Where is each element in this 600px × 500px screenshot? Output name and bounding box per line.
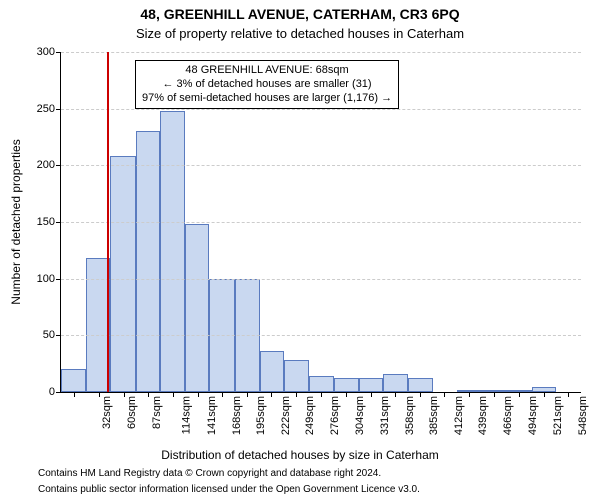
x-tick-mark: [271, 392, 272, 397]
x-tick-label: 87sqm: [151, 396, 163, 429]
x-tick-mark: [296, 392, 297, 397]
x-tick-label: 521sqm: [552, 396, 564, 435]
x-tick-label: 114sqm: [181, 396, 193, 434]
x-tick-mark: [494, 392, 495, 397]
x-tick-mark: [371, 392, 372, 397]
gridline: [61, 279, 581, 280]
x-tick-label: 412sqm: [453, 396, 465, 435]
histogram-bar: [110, 156, 135, 392]
gridline: [61, 165, 581, 166]
y-tick-label: 50: [43, 329, 61, 341]
x-tick-label: 276sqm: [329, 396, 341, 435]
x-tick-mark: [544, 392, 545, 397]
footer-copyright-1: Contains HM Land Registry data © Crown c…: [38, 468, 381, 479]
histogram-bar: [408, 378, 433, 392]
x-tick-mark: [395, 392, 396, 397]
x-tick-mark: [148, 392, 149, 397]
x-tick-mark: [74, 392, 75, 397]
x-tick-label: 358sqm: [404, 396, 416, 435]
y-tick-label: 0: [49, 386, 61, 398]
histogram-bar: [260, 351, 285, 392]
histogram-bar: [334, 378, 359, 392]
x-tick-mark: [198, 392, 199, 397]
x-tick-mark: [469, 392, 470, 397]
x-tick-mark: [99, 392, 100, 397]
x-tick-label: 60sqm: [126, 396, 138, 429]
x-axis-label: Distribution of detached houses by size …: [0, 448, 600, 462]
footer-copyright-2: Contains public sector information licen…: [38, 484, 420, 495]
x-tick-mark: [568, 392, 569, 397]
x-tick-mark: [222, 392, 223, 397]
annotation-line-1: 48 GREENHILL AVENUE: 68sqm: [142, 64, 392, 78]
x-tick-mark: [346, 392, 347, 397]
annotation-line-2: ← 3% of detached houses are smaller (31): [142, 78, 392, 92]
x-tick-mark: [247, 392, 248, 397]
x-tick-label: 141sqm: [206, 396, 218, 435]
y-tick-label: 100: [37, 273, 61, 285]
x-tick-mark: [444, 392, 445, 397]
x-tick-label: 195sqm: [255, 396, 267, 435]
histogram-bar: [359, 378, 384, 392]
x-tick-mark: [519, 392, 520, 397]
histogram-bar: [136, 131, 161, 392]
x-tick-label: 222sqm: [280, 396, 292, 435]
x-tick-label: 304sqm: [355, 396, 367, 435]
x-tick-label: 249sqm: [305, 396, 317, 435]
x-tick-label: 494sqm: [528, 396, 540, 435]
y-tick-label: 250: [37, 103, 61, 115]
x-tick-mark: [321, 392, 322, 397]
plot-area: 050100150200250300 32sqm60sqm87sqm114sqm…: [60, 52, 581, 393]
histogram-bar: [284, 360, 309, 392]
gridline: [61, 222, 581, 223]
x-tick-label: 331sqm: [379, 396, 391, 435]
histogram-bar: [185, 224, 210, 392]
histogram-bar: [160, 111, 185, 392]
x-tick-label: 439sqm: [478, 396, 490, 435]
x-tick-label: 32sqm: [101, 396, 113, 429]
x-tick-label: 548sqm: [577, 396, 589, 435]
x-tick-label: 466sqm: [502, 396, 514, 435]
histogram-bar: [383, 374, 408, 392]
annotation-box: 48 GREENHILL AVENUE: 68sqm ← 3% of detac…: [135, 60, 399, 109]
y-axis-label: Number of detached properties: [9, 139, 23, 304]
y-tick-label: 200: [37, 159, 61, 171]
y-tick-label: 150: [37, 216, 61, 228]
annotation-line-3: 97% of semi-detached houses are larger (…: [142, 92, 392, 106]
x-tick-mark: [420, 392, 421, 397]
chart-subtitle: Size of property relative to detached ho…: [0, 26, 600, 41]
reference-line: [107, 52, 109, 392]
x-tick-label: 385sqm: [428, 396, 440, 435]
gridline: [61, 335, 581, 336]
histogram-bar: [61, 369, 86, 392]
chart-frame: 48, GREENHILL AVENUE, CATERHAM, CR3 6PQ …: [0, 0, 600, 500]
y-tick-label: 300: [37, 46, 61, 58]
histogram-bar: [309, 376, 334, 392]
x-tick-mark: [124, 392, 125, 397]
x-tick-label: 168sqm: [231, 396, 243, 435]
x-tick-mark: [173, 392, 174, 397]
chart-address-title: 48, GREENHILL AVENUE, CATERHAM, CR3 6PQ: [0, 6, 600, 22]
gridline: [61, 52, 581, 53]
